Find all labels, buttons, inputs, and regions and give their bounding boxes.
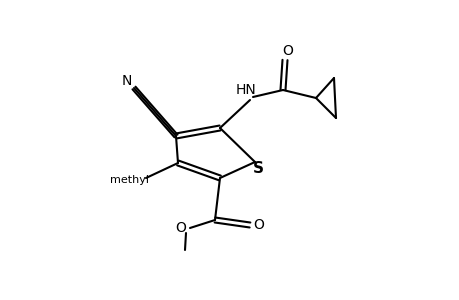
Text: O: O bbox=[253, 218, 264, 232]
Text: methyl: methyl bbox=[110, 175, 149, 185]
Text: O: O bbox=[282, 44, 293, 58]
Text: S: S bbox=[252, 160, 263, 175]
Text: O: O bbox=[175, 221, 186, 235]
Text: HN: HN bbox=[235, 83, 256, 97]
Text: N: N bbox=[122, 74, 132, 88]
